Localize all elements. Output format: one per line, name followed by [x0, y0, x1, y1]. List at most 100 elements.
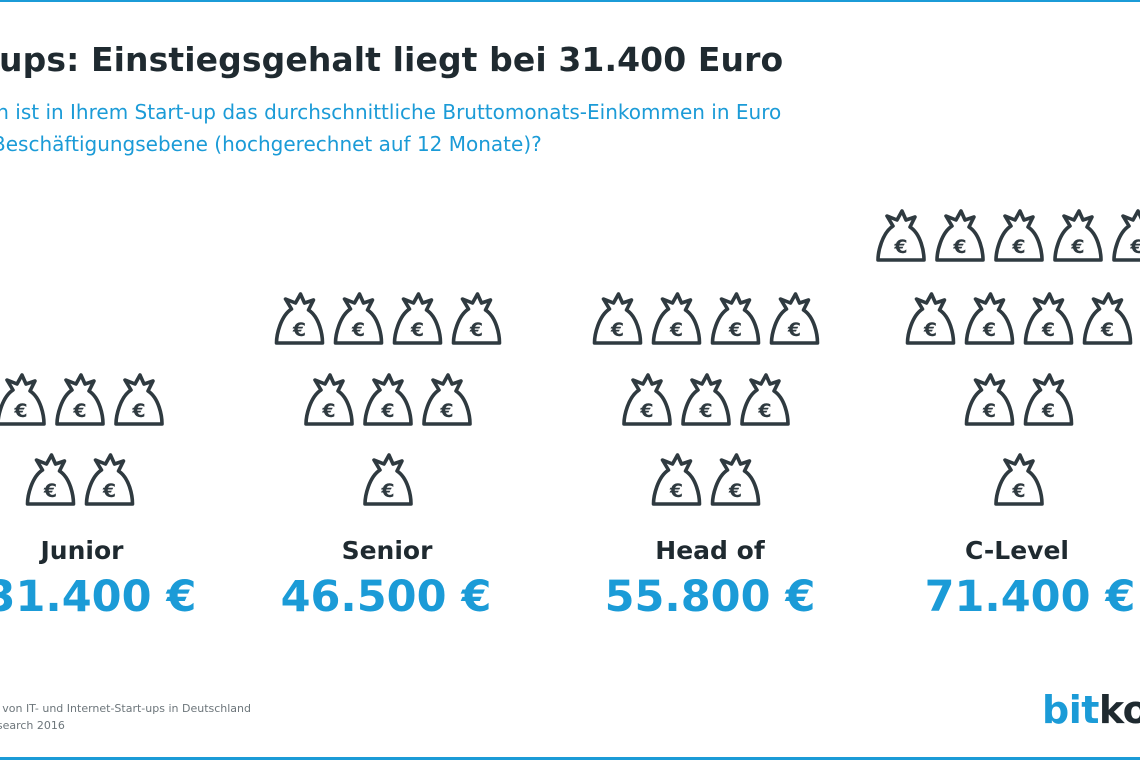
money-bag-icon-head-of: €: [651, 453, 702, 506]
euro-sign: €: [1011, 236, 1025, 258]
money-bag-outline: [935, 209, 985, 262]
euro-sign: €: [102, 480, 116, 502]
money-bag-icon-senior: €: [274, 292, 325, 345]
money-bag-outline: [304, 373, 354, 426]
money-bag-icon-senior: €: [363, 373, 413, 426]
euro-sign: €: [952, 236, 966, 258]
money-bag-icon-head-of: €: [651, 292, 702, 345]
money-bag-icon-head-of: €: [710, 292, 761, 345]
bitkom-logo: bitko: [1042, 688, 1140, 732]
euro-sign: €: [982, 400, 996, 422]
euro-sign: €: [610, 319, 624, 341]
money-bag-icon-junior: €: [0, 373, 46, 426]
money-bag-outline: [964, 292, 1015, 345]
bottom-border-line: [0, 757, 1140, 760]
value-label-c-level: 71.400 €: [924, 572, 1136, 622]
money-bag-outline: [422, 373, 472, 426]
money-bag-outline: [710, 292, 761, 345]
euro-sign: €: [728, 480, 742, 502]
money-bag-outline: [1112, 209, 1140, 262]
euro-sign: €: [13, 400, 27, 422]
value-label-head-of: 55.800 €: [604, 572, 816, 622]
money-bag-icon-junior: €: [84, 453, 135, 506]
euro-sign: €: [351, 319, 365, 341]
money-bag-outline: [1082, 292, 1133, 345]
money-bag-outline: [363, 373, 413, 426]
euro-sign: €: [1070, 236, 1084, 258]
money-bag-icon-c-level: €: [994, 453, 1044, 506]
money-bag-outline: [681, 373, 731, 426]
money-bag-icon-senior: €: [333, 292, 384, 345]
money-bag-outline: [592, 292, 643, 345]
money-bag-icon-senior: €: [451, 292, 502, 345]
euro-sign: €: [1100, 319, 1114, 341]
subtitle-line-2: h Beschäftigungsebene (hochgerechnet auf…: [0, 132, 542, 156]
euro-sign: €: [292, 319, 306, 341]
money-bag-outline: [451, 292, 502, 345]
chart-subtitle: och ist in Ihrem Start-up das durchschni…: [0, 96, 781, 160]
euro-sign: €: [639, 400, 653, 422]
money-bag-outline: [1053, 209, 1103, 262]
money-bag-outline: [363, 453, 413, 506]
euro-sign: €: [380, 480, 394, 502]
category-label-c-level: C-Level: [964, 536, 1069, 565]
money-bag-outline: [622, 373, 672, 426]
chart-title: rt-ups: Einstiegsgehalt liegt bei 31.400…: [0, 40, 784, 79]
money-bag-icon-junior: €: [25, 453, 76, 506]
logo-part-2: ko: [1098, 688, 1140, 732]
euro-sign: €: [982, 319, 996, 341]
money-bag-icon-c-level: €: [994, 209, 1044, 262]
subtitle-line-1: och ist in Ihrem Start-up das durchschni…: [0, 100, 782, 124]
money-bag-outline: [651, 292, 702, 345]
money-bag-icon-head-of: €: [592, 292, 643, 345]
euro-sign: €: [757, 400, 771, 422]
money-bag-icon-c-level: €: [876, 209, 926, 262]
money-bag-outline: [25, 453, 76, 506]
euro-sign: €: [131, 400, 145, 422]
euro-sign: €: [380, 400, 394, 422]
euro-sign: €: [1041, 400, 1055, 422]
money-bag-outline: [333, 292, 384, 345]
source-line-1: ründer von IT- und Internet-Start-ups in…: [0, 702, 252, 715]
money-bag-outline: [994, 453, 1044, 506]
euro-sign: €: [787, 319, 801, 341]
money-bag-outline: [0, 373, 46, 426]
money-bag-icon-c-level: €: [1023, 292, 1074, 345]
money-bag-icon-junior: €: [114, 373, 164, 426]
euro-sign: €: [469, 319, 483, 341]
euro-sign: €: [698, 400, 712, 422]
money-bag-icon-junior: €: [55, 373, 105, 426]
euro-sign: €: [72, 400, 86, 422]
money-bag-outline: [392, 292, 443, 345]
category-label-junior: Junior: [40, 536, 124, 565]
money-bag-outline: [1023, 373, 1074, 426]
money-bag-icon-head-of: €: [710, 453, 761, 506]
euro-sign: €: [728, 319, 742, 341]
category-label-senior: Senior: [341, 536, 433, 565]
money-bag-icon-c-level: €: [964, 373, 1015, 426]
money-bag-icon-senior: €: [363, 453, 413, 506]
money-bag-icon-head-of: €: [769, 292, 820, 345]
euro-sign: €: [669, 319, 683, 341]
money-bag-icon-c-level: €: [1112, 209, 1140, 262]
top-border-line: [0, 0, 1140, 2]
money-bag-outline: [876, 209, 926, 262]
money-bag-icon-head-of: €: [740, 373, 790, 426]
category-label-head-of: Head of: [655, 536, 765, 565]
money-bag-icon-c-level: €: [964, 292, 1015, 345]
value-label-junior: 31.400 €: [0, 572, 197, 622]
euro-sign: €: [923, 319, 937, 341]
money-bag-outline: [769, 292, 820, 345]
money-bag-outline: [274, 292, 325, 345]
money-bag-icon-senior: €: [422, 373, 472, 426]
value-label-senior: 46.500 €: [280, 572, 492, 622]
money-bag-outline: [905, 292, 956, 345]
euro-sign: €: [669, 480, 683, 502]
money-bag-icon-senior: €: [392, 292, 443, 345]
money-bag-outline: [651, 453, 702, 506]
euro-sign: €: [1129, 236, 1140, 258]
money-bag-outline: [710, 453, 761, 506]
euro-sign: €: [1011, 480, 1025, 502]
money-bag-outline: [994, 209, 1044, 262]
